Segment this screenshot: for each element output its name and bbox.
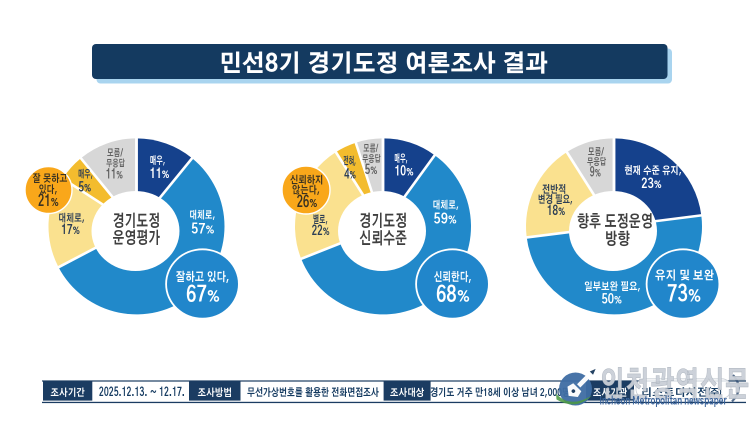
- svg-text:조사기관: 조사기관: [593, 387, 628, 399]
- svg-text:Incheon Metropolitan newspaper: Incheon Metropolitan newspaper: [600, 394, 727, 407]
- svg-text:인천광역신문: 인천광역신문: [600, 367, 750, 404]
- svg-text:경기도 거주 만18세 이상 남녀 2,000명: 경기도 거주 만18세 이상 남녀 2,000명: [430, 386, 570, 399]
- svg-text:매우,: 매우,: [394, 153, 408, 165]
- svg-text:리스트디시전㈜: 리스트디시전㈜: [641, 387, 721, 399]
- svg-text:현재 수준 유지,: 현재 수준 유지,: [624, 165, 682, 177]
- svg-text:9%: 9%: [590, 166, 601, 180]
- svg-text:잘하고 있다,: 잘하고 있다,: [176, 270, 230, 284]
- svg-text:57%: 57%: [191, 222, 215, 237]
- svg-text:대체로,: 대체로,: [432, 200, 459, 212]
- svg-text:신뢰한다,: 신뢰한다,: [434, 270, 472, 284]
- svg-text:무선가상번호를 활용한 전화면접조사: 무선가상번호를 활용한 전화면접조사: [247, 387, 379, 399]
- svg-text:매우,: 매우,: [78, 168, 93, 180]
- svg-text:경기도정: 경기도정: [113, 212, 161, 231]
- svg-text:향후 도정운영: 향후 도정운영: [577, 213, 653, 231]
- svg-text:별로,: 별로,: [313, 214, 328, 226]
- svg-text:조사방법: 조사방법: [198, 387, 233, 399]
- svg-text:유지 및 보완: 유지 및 보완: [655, 268, 714, 282]
- svg-text:대체로,: 대체로,: [58, 212, 85, 224]
- svg-text:무응답: 무응답: [106, 159, 125, 169]
- svg-text:67%: 67%: [186, 286, 220, 307]
- svg-text:신뢰하지: 신뢰하지: [290, 175, 324, 187]
- svg-text:조사대상: 조사대상: [390, 387, 425, 399]
- svg-text:있다,: 있다,: [39, 184, 58, 196]
- svg-text:무응답: 무응답: [587, 157, 607, 167]
- svg-text:운영평가: 운영평가: [113, 229, 161, 248]
- svg-text:방향: 방향: [605, 231, 630, 249]
- svg-text:모름/: 모름/: [107, 148, 123, 158]
- svg-text:조사기간: 조사기간: [50, 387, 85, 399]
- svg-text:23%: 23%: [641, 177, 661, 191]
- svg-text:18%: 18%: [547, 204, 566, 218]
- svg-text:22%: 22%: [312, 224, 330, 238]
- svg-text:11%: 11%: [106, 168, 123, 182]
- svg-text:잘 못하고: 잘 못하고: [33, 173, 68, 185]
- svg-text:경기도정: 경기도정: [359, 212, 407, 231]
- svg-text:않는다,: 않는다,: [292, 184, 320, 196]
- svg-text:일부보완 필요,: 일부보완 필요,: [584, 280, 641, 293]
- svg-text:민선8기 경기도정 여론조사 결과: 민선8기 경기도정 여론조사 결과: [219, 50, 548, 76]
- svg-text:11%: 11%: [150, 167, 170, 181]
- svg-text:68%: 68%: [436, 286, 470, 307]
- svg-text:대체로,: 대체로,: [189, 210, 215, 222]
- svg-text:모름/: 모름/: [363, 144, 378, 154]
- svg-text:59%: 59%: [434, 212, 458, 227]
- svg-text:전반적: 전반적: [542, 184, 566, 196]
- svg-text:4%: 4%: [344, 167, 356, 181]
- svg-text:무응답: 무응답: [362, 154, 381, 164]
- svg-text:2025.12.13. ~ 12.17.: 2025.12.13. ~ 12.17.: [99, 386, 185, 399]
- svg-text:변경 필요,: 변경 필요,: [538, 194, 573, 206]
- svg-text:매우,: 매우,: [150, 155, 166, 167]
- svg-text:모름/: 모름/: [588, 147, 604, 157]
- svg-text:10%: 10%: [394, 165, 413, 179]
- svg-text:신뢰수준: 신뢰수준: [359, 230, 407, 248]
- svg-text:전혀,: 전혀,: [343, 156, 356, 168]
